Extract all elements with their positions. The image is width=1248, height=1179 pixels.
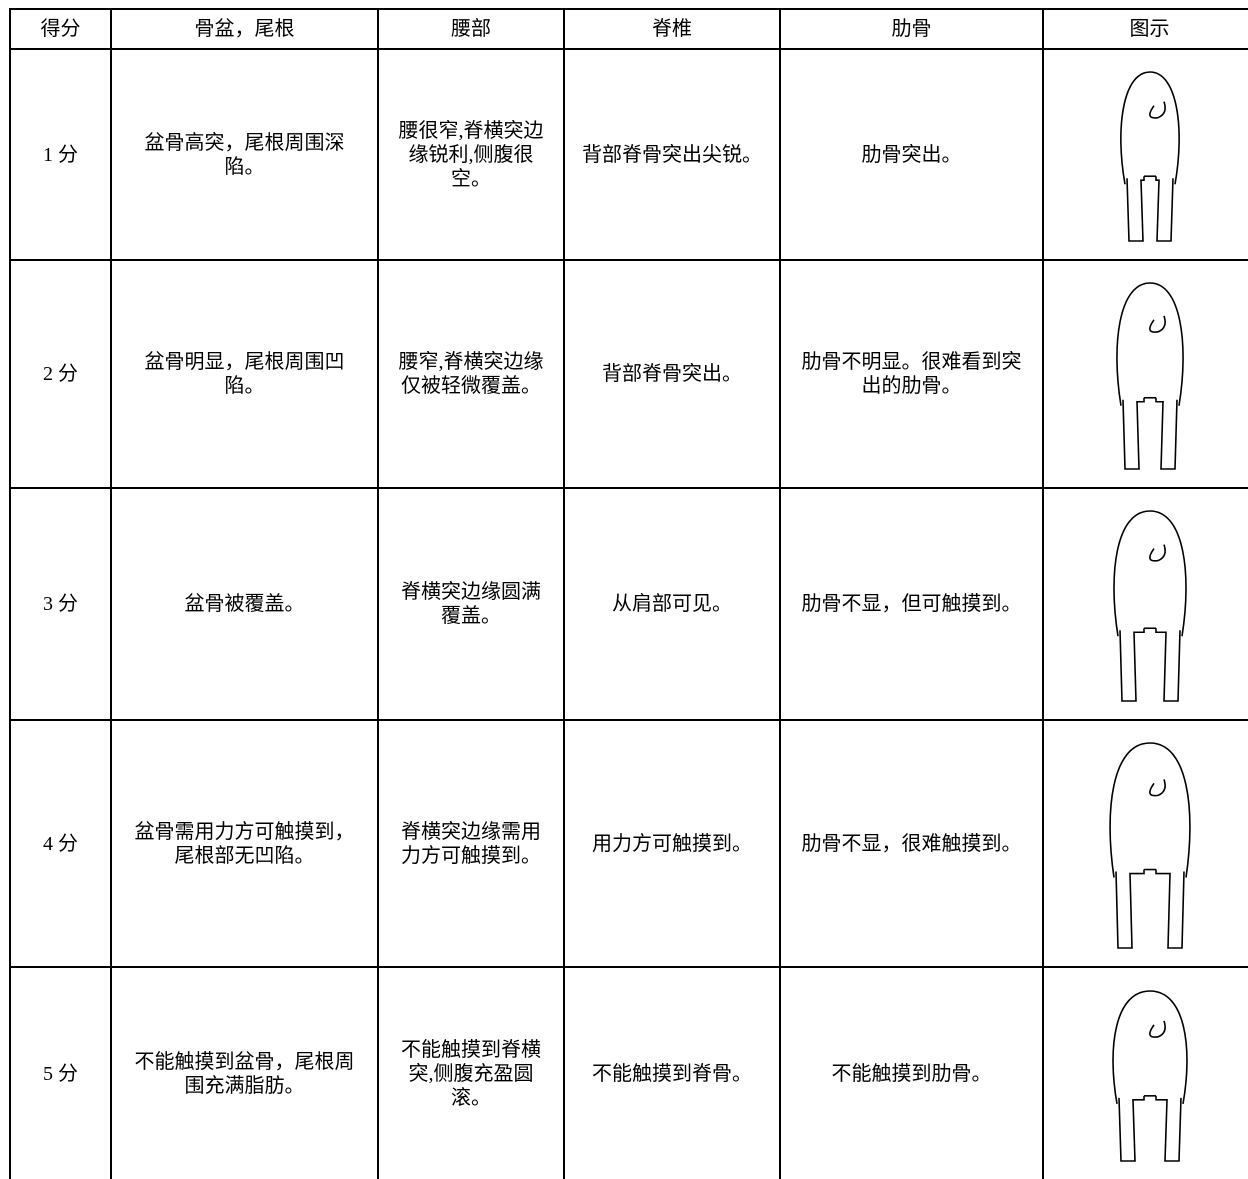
description-cell: 用力方可触摸到。 [563, 719, 781, 968]
table-row: 4 分盆骨需用力方可触摸到，尾根部无凹陷。 脊横突边缘需用力方可触摸到。 用力方可触… [9, 719, 1248, 968]
score-cell: 2 分 [9, 259, 112, 489]
cow-sketch [1119, 71, 1180, 242]
header-cell: 肋骨 [779, 8, 1044, 50]
header-cell: 图示 [1042, 8, 1248, 50]
illustration-cell [1042, 259, 1248, 489]
description-cell: 不能触摸到盆骨，尾根周围充满脂肪。 [110, 966, 379, 1179]
cow-sketch [1108, 742, 1191, 949]
cow-sketch [1111, 989, 1188, 1162]
description-cell: 腰窄,脊横突边缘仅被轻微覆盖。 [377, 259, 565, 489]
header-cell: 腰部 [377, 8, 565, 50]
table-body: 1 分盆骨高突，尾根周围深陷。 腰很窄,脊横突边缘锐利,侧腹很空。 背部脊骨突出尖锐… [9, 48, 1248, 1179]
illustration-cell [1042, 487, 1248, 721]
score-cell: 5 分 [9, 966, 112, 1179]
illustration-cell [1042, 966, 1248, 1179]
description-cell: 不能触摸到脊骨。 [563, 966, 781, 1179]
description-cell: 盆骨被覆盖。 [110, 487, 379, 721]
description-cell: 不能触摸到脊横突,侧腹充盈圆滚。 [377, 966, 565, 1179]
description-cell: 从肩部可见。 [563, 487, 781, 721]
header-cell: 脊椎 [563, 8, 781, 50]
table-row: 5 分不能触摸到盆骨，尾根周围充满脂肪。 不能触摸到脊横突,侧腹充盈圆滚。 不能触摸… [9, 966, 1248, 1179]
illustration-cell [1042, 48, 1248, 261]
cow-sketch [1112, 510, 1187, 702]
description-cell: 盆骨明显，尾根周围凹陷。 [110, 259, 379, 489]
description-cell: 脊横突边缘圆满覆盖。 [377, 487, 565, 721]
description-cell: 肋骨突出。 [779, 48, 1044, 261]
description-cell: 脊横突边缘需用力方可触摸到。 [377, 719, 565, 968]
description-cell: 腰很窄,脊横突边缘锐利,侧腹很空。 [377, 48, 565, 261]
description-cell: 盆骨需用力方可触摸到，尾根部无凹陷。 [110, 719, 379, 968]
description-cell: 肋骨不显，很难触摸到。 [779, 719, 1044, 968]
description-cell: 盆骨高突，尾根周围深陷。 [110, 48, 379, 261]
header-cell: 骨盆，尾根 [110, 8, 379, 50]
score-cell: 1 分 [9, 48, 112, 261]
description-cell: 肋骨不显，但可触摸到。 [779, 487, 1044, 721]
description-cell: 背部脊骨突出。 [563, 259, 781, 489]
score-cell: 4 分 [9, 719, 112, 968]
table-row: 3 分盆骨被覆盖。 脊横突边缘圆满覆盖。 从肩部可见。 肋骨不显，但可触摸到。 [9, 487, 1248, 721]
cow-sketch [1115, 282, 1184, 470]
table-row: 1 分盆骨高突，尾根周围深陷。 腰很窄,脊横突边缘锐利,侧腹很空。 背部脊骨突出尖锐… [9, 48, 1248, 261]
score-cell: 3 分 [9, 487, 112, 721]
header-row: 得分 骨盆，尾根 腰部 脊椎 肋骨 图示 [9, 8, 1248, 50]
description-cell: 背部脊骨突出尖锐。 [563, 48, 781, 261]
score-table: 得分 骨盆，尾根 腰部 脊椎 肋骨 图示 1 分盆骨高突，尾根周围深陷。 腰很窄,脊横突边缘… [9, 8, 1248, 1179]
description-cell: 肋骨不明显。很难看到突出的肋骨。 [779, 259, 1044, 489]
table-row: 2 分盆骨明显，尾根周围凹陷。 腰窄,脊横突边缘仅被轻微覆盖。 背部脊骨突出。 肋骨不… [9, 259, 1248, 489]
header-cell: 得分 [9, 8, 112, 50]
description-cell: 不能触摸到肋骨。 [779, 966, 1044, 1179]
illustration-cell [1042, 719, 1248, 968]
